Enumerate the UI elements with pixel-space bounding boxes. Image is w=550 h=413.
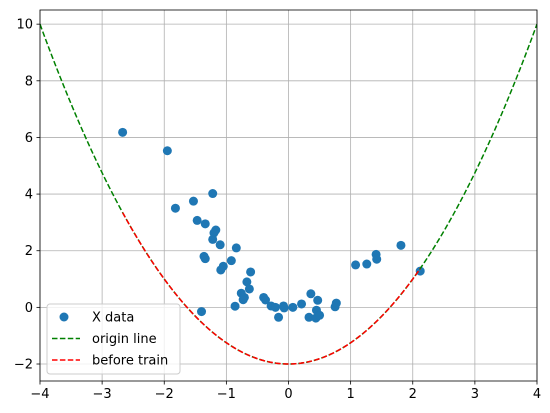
x-tick-label: 4 [533,387,541,402]
x-tick-label: −3 [93,387,112,402]
data-point [230,301,240,311]
legend-marker [59,312,69,322]
x-tick-label: 3 [471,387,479,402]
x-tick-label: 2 [409,387,417,402]
y-tick-label: 6 [25,131,33,146]
legend: X data origin line before train [46,303,181,375]
x-tick-label: 1 [346,387,354,402]
data-point [331,298,341,308]
data-point [208,189,218,199]
data-point [226,256,236,266]
y-tick-label: 2 [25,244,33,259]
data-point [192,215,202,225]
data-point [313,295,323,305]
data-point [118,127,128,137]
data-point [261,295,271,305]
data-point [215,240,225,250]
data-point [231,243,241,253]
data-point [351,260,361,270]
y-tick-label: 8 [25,74,33,89]
data-point [415,266,425,276]
plot-area [40,23,537,365]
x-tick-label: 0 [284,387,292,402]
data-point [274,312,284,322]
y-tick-label: 0 [25,301,33,316]
x-tick-label: −1 [217,387,236,402]
data-point [279,303,289,313]
plot-series [40,23,537,365]
data-point [238,295,248,305]
data-point [162,146,172,156]
data-point [288,302,298,312]
data-point [208,234,218,244]
legend-label: X data [92,311,134,326]
data-point [315,310,325,320]
x-tick-label: −2 [155,387,174,402]
data-point [197,307,207,317]
series-line [121,212,421,365]
data-point [188,196,198,206]
axes: −4 −3 −2 −1 0 1 2 3 4 −2 0 2 4 6 8 10 [14,9,541,402]
data-point [362,259,372,269]
data-point [304,312,314,322]
legend-box [46,303,181,375]
data-point [396,240,406,250]
legend-label: before train [92,354,168,369]
data-point [200,254,210,264]
y-tick-label: −2 [14,358,33,373]
legend-label: origin line [92,332,157,347]
data-point [244,284,254,294]
data-point [170,203,180,213]
y-tick-label: 10 [16,18,33,33]
data-point [242,277,252,287]
data-point [270,302,280,312]
data-point [372,254,382,264]
data-point [200,219,210,229]
data-point [216,265,226,275]
data-point [306,289,316,299]
y-tick-label: 4 [25,188,33,203]
x-tick-label: −4 [30,387,49,402]
data-point [297,299,307,309]
data-point [246,267,256,277]
